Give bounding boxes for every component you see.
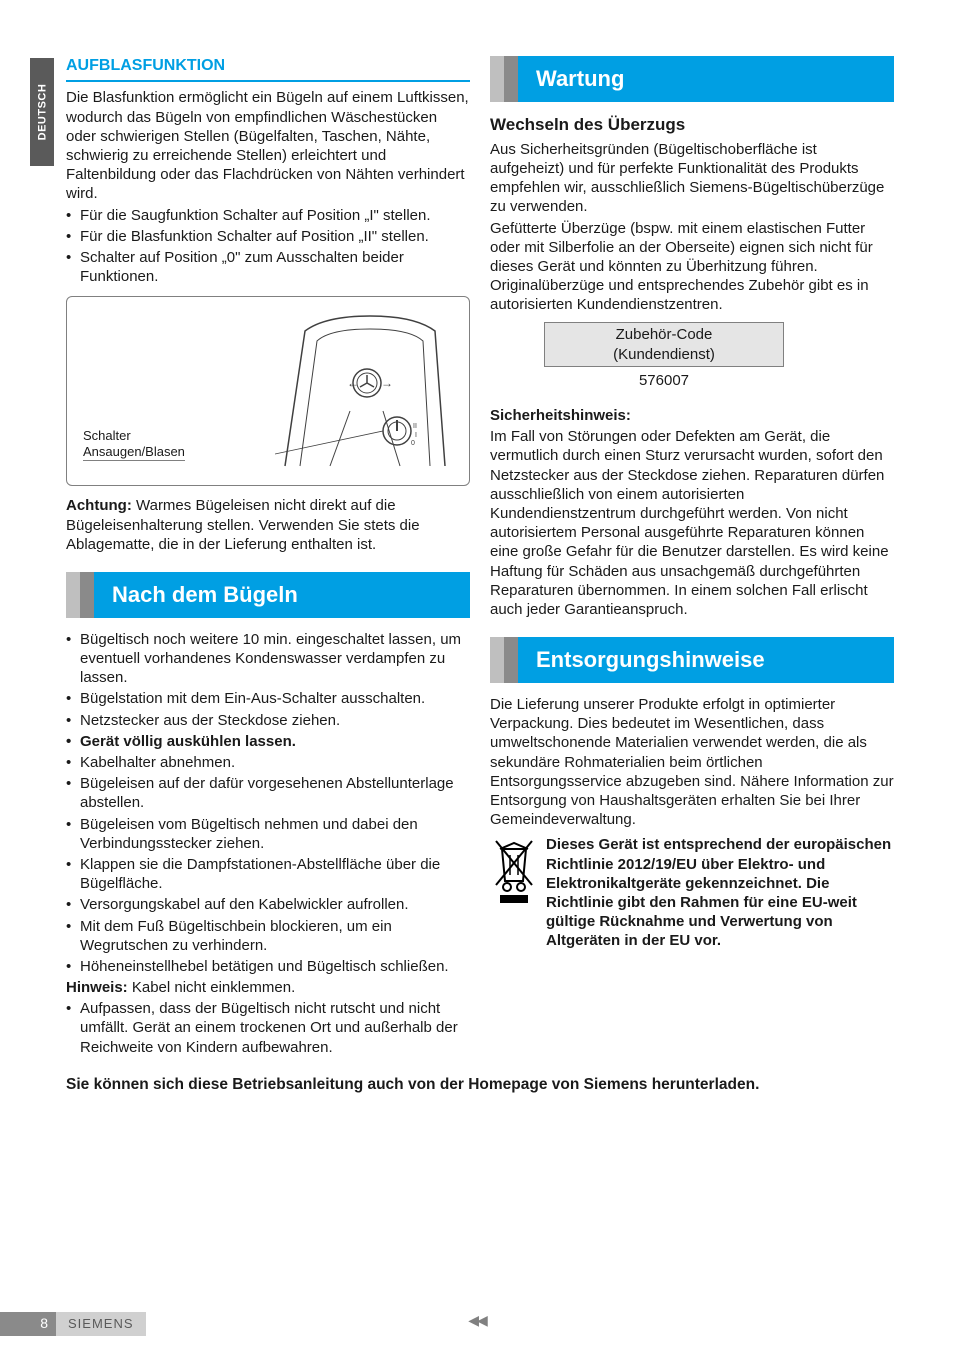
accessory-table: Zubehör-Code (Kundendienst) 576007	[544, 322, 784, 394]
svg-text:I: I	[415, 432, 417, 439]
list-item: Für die Blasfunktion Schalter auf Positi…	[66, 227, 470, 246]
achtung-para: Achtung: Warmes Bügeleisen nicht direkt …	[66, 496, 470, 554]
header-bar-1	[490, 56, 504, 102]
sicherheit-subhead: Sicherheitshinweis:	[490, 406, 894, 425]
achtung-label: Achtung:	[66, 497, 132, 514]
header-bar-1	[66, 572, 80, 618]
aufblas-title: AUFBLASFUNKTION	[66, 56, 470, 82]
page-footer: 8 SIEMENS ◀◀	[0, 1312, 954, 1336]
wartung-header: Wartung	[490, 56, 894, 102]
header-bar-2	[80, 572, 94, 618]
list-item: Klappen sie die Dampfstationen-Abstellfl…	[66, 855, 470, 893]
list-item: Versorgungskabel auf den Kabelwickler au…	[66, 895, 470, 914]
list-item: Bügelstation mit dem Ein-Aus-Schalter au…	[66, 689, 470, 708]
table-value: 576007	[544, 367, 784, 394]
waste-text: Dieses Gerät ist entsprechend der europä…	[546, 835, 894, 950]
list-item: Schalter auf Position „0" zum Ausschalte…	[66, 248, 470, 286]
table-h1: Zubehör-Code	[549, 325, 779, 344]
list-item: Mit dem Fuß Bügeltischbein blockieren, u…	[66, 917, 470, 955]
list-item: Netzstecker aus der Steckdose ziehen.	[66, 711, 470, 730]
language-tab: DEUTSCH	[30, 58, 54, 166]
list-item: Bügeleisen auf der dafür vorgesehenen Ab…	[66, 774, 470, 812]
entsorgung-text: Die Lieferung unserer Produkte erfolgt i…	[490, 695, 894, 829]
nach-dem-buegeln-title: Nach dem Bügeln	[94, 572, 470, 618]
hinweis-text: Kabel nicht einklemmen.	[128, 979, 296, 996]
list-item: Für die Saugfunktion Schalter auf Positi…	[66, 206, 470, 225]
svg-text:→: →	[381, 376, 393, 390]
wartung-p1: Aus Sicherheitsgründen (Bügeltischoberfl…	[490, 140, 894, 217]
right-column: Wartung Wechseln des Überzugs Aus Sicher…	[490, 56, 894, 1059]
ironing-board-svg: ← → II I 0	[275, 311, 455, 476]
list-item: Kabelhalter abnehmen.	[66, 753, 470, 772]
hinweis-label: Hinweis:	[66, 979, 128, 996]
after-ironing-list-1: Bügeltisch noch weitere 10 min. eingesch…	[66, 630, 470, 976]
page-number: 8	[0, 1312, 56, 1336]
entsorgung-title: Entsorgungshinweise	[518, 637, 894, 683]
waste-block: Dieses Gerät ist entsprechend der europä…	[490, 835, 894, 950]
after-ironing-list-2: Aufpassen, dass der Bügeltisch nicht rut…	[66, 999, 470, 1057]
aufblas-intro: Die Blasfunktion ermöglicht ein Bügeln a…	[66, 88, 470, 203]
hinweis-para: Hinweis: Kabel nicht einklemmen.	[66, 978, 470, 997]
main-content: AUFBLASFUNKTION Die Blasfunktion ermögli…	[0, 0, 954, 1059]
nav-arrows-icon: ◀◀	[468, 1312, 486, 1330]
list-item: Bügeleisen vom Bügeltisch nehmen und dab…	[66, 815, 470, 853]
diagram-labels: Schalter Ansaugen/Blasen	[83, 428, 185, 461]
language-tab-label: DEUTSCH	[35, 84, 49, 141]
sicherheit-text: Im Fall von Störungen oder Defekten am G…	[490, 427, 894, 619]
header-bar-2	[504, 637, 518, 683]
download-note: Sie können sich diese Betriebsanleitung …	[0, 1075, 954, 1095]
header-bar-1	[490, 637, 504, 683]
list-item: Bügeltisch noch weitere 10 min. eingesch…	[66, 630, 470, 688]
svg-text:←: ←	[347, 376, 359, 390]
list-item-bold: Gerät völlig auskühlen lassen.	[66, 732, 470, 751]
list-item: Höheneinstellhebel betätigen und Bügelti…	[66, 957, 470, 976]
aufblas-bullets: Für die Saugfunktion Schalter auf Positi…	[66, 206, 470, 287]
svg-text:0: 0	[411, 440, 415, 447]
brand-label: SIEMENS	[56, 1312, 146, 1336]
waste-line-1: Dieses Gerät ist entsprechend der europä…	[546, 836, 891, 891]
wechseln-subhead: Wechseln des Überzugs	[490, 114, 894, 136]
weee-icon	[490, 835, 538, 914]
table-header: Zubehör-Code (Kundendienst)	[544, 322, 784, 366]
table-h2: (Kundendienst)	[549, 345, 779, 364]
diagram-label-1: Schalter	[83, 428, 185, 444]
list-item: Aufpassen, dass der Bügeltisch nicht rut…	[66, 999, 470, 1057]
switch-diagram: ← → II I 0 Schalter Ansaugen/Blasen	[66, 296, 470, 486]
wartung-title: Wartung	[518, 56, 894, 102]
nach-dem-buegeln-header: Nach dem Bügeln	[66, 572, 470, 618]
svg-text:II: II	[413, 423, 417, 430]
diagram-label-2: Ansaugen/Blasen	[83, 444, 185, 460]
wartung-p2: Gefütterte Überzüge (bspw. mit einem ela…	[490, 219, 894, 315]
left-column: AUFBLASFUNKTION Die Blasfunktion ermögli…	[66, 56, 470, 1059]
header-bar-2	[504, 56, 518, 102]
entsorgung-header: Entsorgungshinweise	[490, 637, 894, 683]
